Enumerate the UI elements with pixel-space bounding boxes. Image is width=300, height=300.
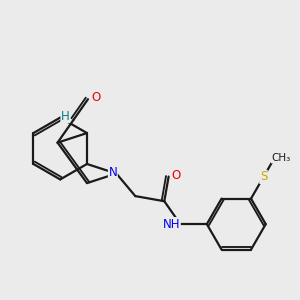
Text: S: S: [260, 170, 267, 183]
Text: H: H: [61, 110, 70, 123]
Text: NH: NH: [163, 218, 180, 231]
Text: O: O: [92, 91, 101, 104]
Text: O: O: [171, 169, 181, 182]
Text: CH₃: CH₃: [272, 153, 291, 163]
Text: N: N: [109, 166, 117, 178]
